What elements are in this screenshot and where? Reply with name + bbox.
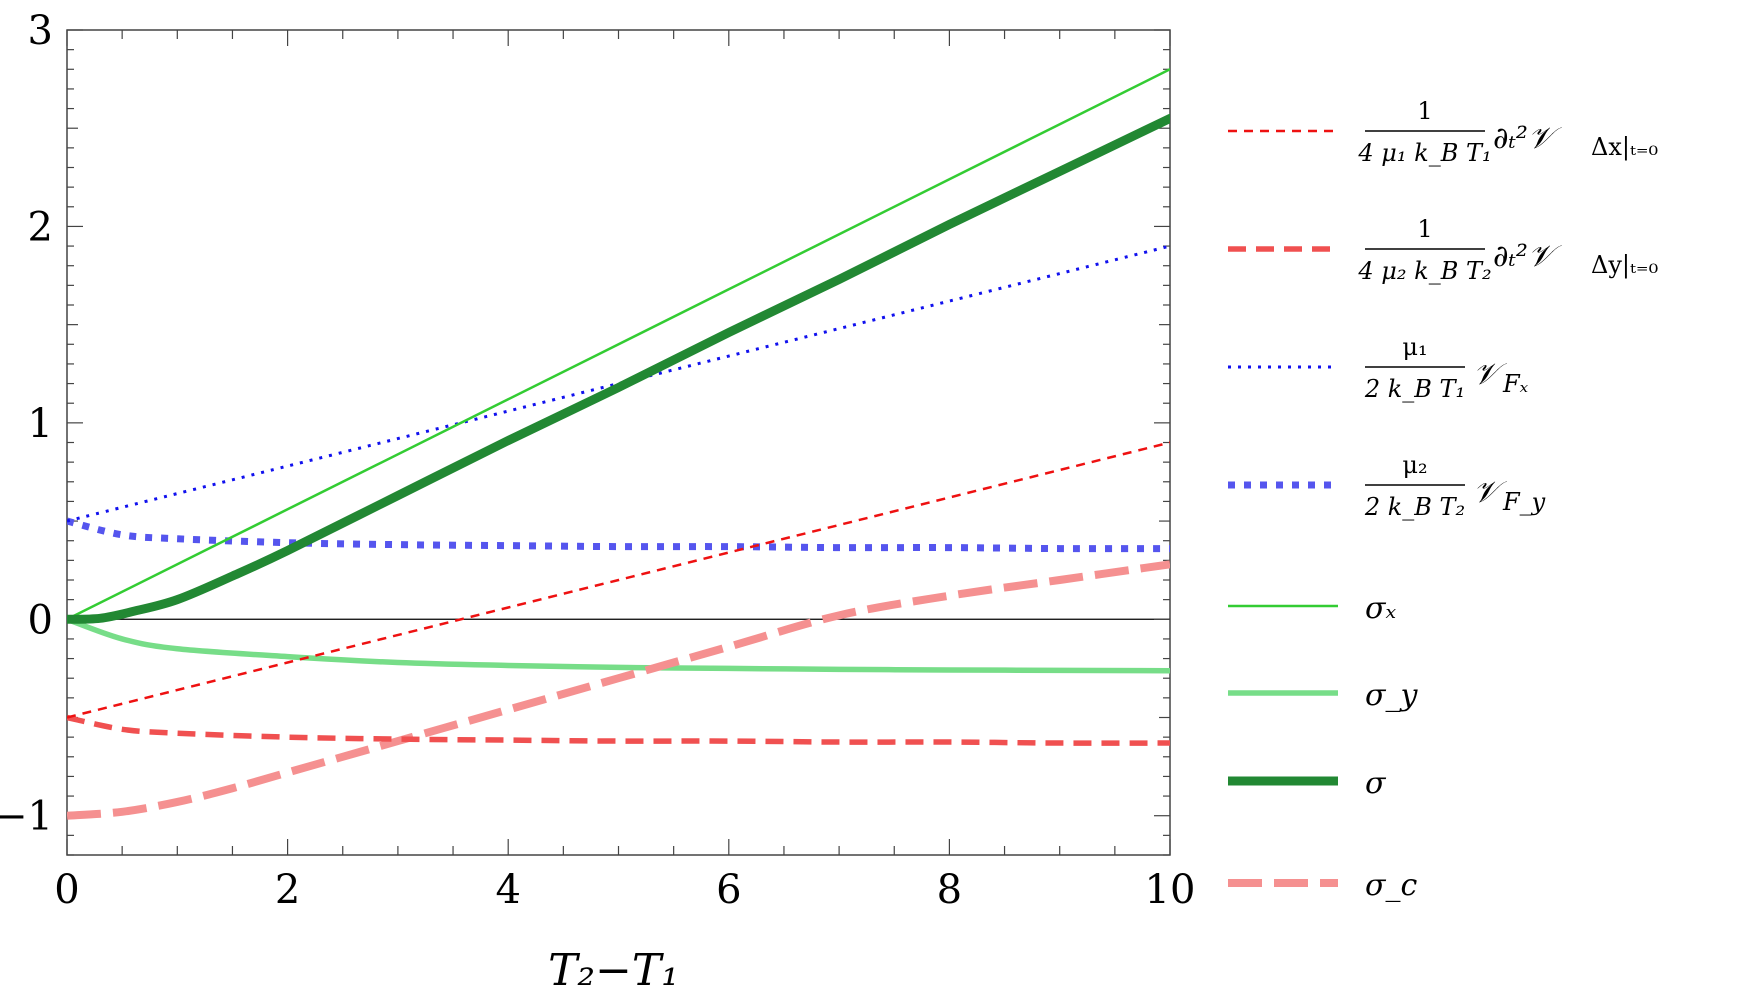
legend-2-op: 𝒱 — [1473, 357, 1507, 392]
legend-1-frac-num: 1 — [1417, 215, 1432, 243]
legend-2-frac-den: 2 k_B T₁ — [1364, 375, 1465, 403]
legend-entry-0: 1 4 μ₁ k_B T₁ ∂ₜ²𝒱 Δx|ₜ₌₀ — [1357, 97, 1658, 167]
series-line-5 — [67, 616, 1170, 674]
y-tick-label: 2 — [28, 204, 53, 250]
legend-1-op: ∂ₜ²𝒱 — [1493, 239, 1562, 274]
legend-0-op: ∂ₜ²𝒱 — [1493, 121, 1562, 156]
y-tick-label: −1 — [0, 794, 53, 840]
legend-0-sub: Δx|ₜ₌₀ — [1591, 133, 1658, 162]
legend-label-5: σ_y — [1365, 678, 1418, 713]
series-line-0 — [67, 441, 1170, 719]
legend-label-7: σ_c — [1365, 868, 1417, 903]
legend-2-frac-num: μ₁ — [1402, 333, 1427, 361]
legend-entry-3: μ₂ 2 k_B T₂ 𝒱 F_y — [1364, 451, 1546, 521]
plot-frame — [66, 29, 1171, 856]
x-tick-label: 4 — [495, 867, 520, 913]
legend-1-frac-den: 4 μ₂ k_B T₂ — [1357, 257, 1491, 285]
y-tick-label: 3 — [28, 8, 53, 54]
legend-entry-2: μ₁ 2 k_B T₁ 𝒱 Fₓ — [1364, 333, 1529, 403]
series-line-7 — [67, 560, 1170, 820]
x-tick-label: 8 — [937, 867, 962, 913]
x-tick-label: 2 — [275, 867, 300, 913]
legend-0-frac-num: 1 — [1417, 97, 1432, 125]
legend-2-sub: Fₓ — [1502, 370, 1529, 398]
series-line-4 — [67, 68, 1170, 621]
series-line-6 — [67, 113, 1170, 624]
y-tick-label: 1 — [28, 401, 53, 447]
series-line-1 — [67, 714, 1170, 746]
legend-3-frac-num: μ₂ — [1402, 451, 1427, 479]
legend-0-frac-den: 4 μ₁ k_B T₁ — [1357, 139, 1491, 167]
legend-label-6: σ — [1365, 766, 1387, 801]
legend-3-sub: F_y — [1502, 488, 1546, 516]
x-axis-title: T₂−T₁ — [548, 945, 679, 996]
legend-1-sub: Δy|ₜ₌₀ — [1591, 251, 1658, 280]
legend-label-4: σₓ — [1365, 591, 1396, 626]
y-tick-label: 0 — [28, 597, 53, 643]
x-tick-label: 6 — [716, 867, 741, 913]
legend-3-frac-den: 2 k_B T₂ — [1364, 493, 1465, 521]
legend-3-op: 𝒱 — [1473, 475, 1507, 510]
x-tick-label: 0 — [54, 867, 79, 913]
series-line-3 — [67, 517, 1170, 553]
legend-entry-1: 1 4 μ₂ k_B T₂ ∂ₜ²𝒱 Δy|ₜ₌₀ — [1357, 215, 1658, 285]
x-tick-label: 10 — [1145, 867, 1196, 913]
